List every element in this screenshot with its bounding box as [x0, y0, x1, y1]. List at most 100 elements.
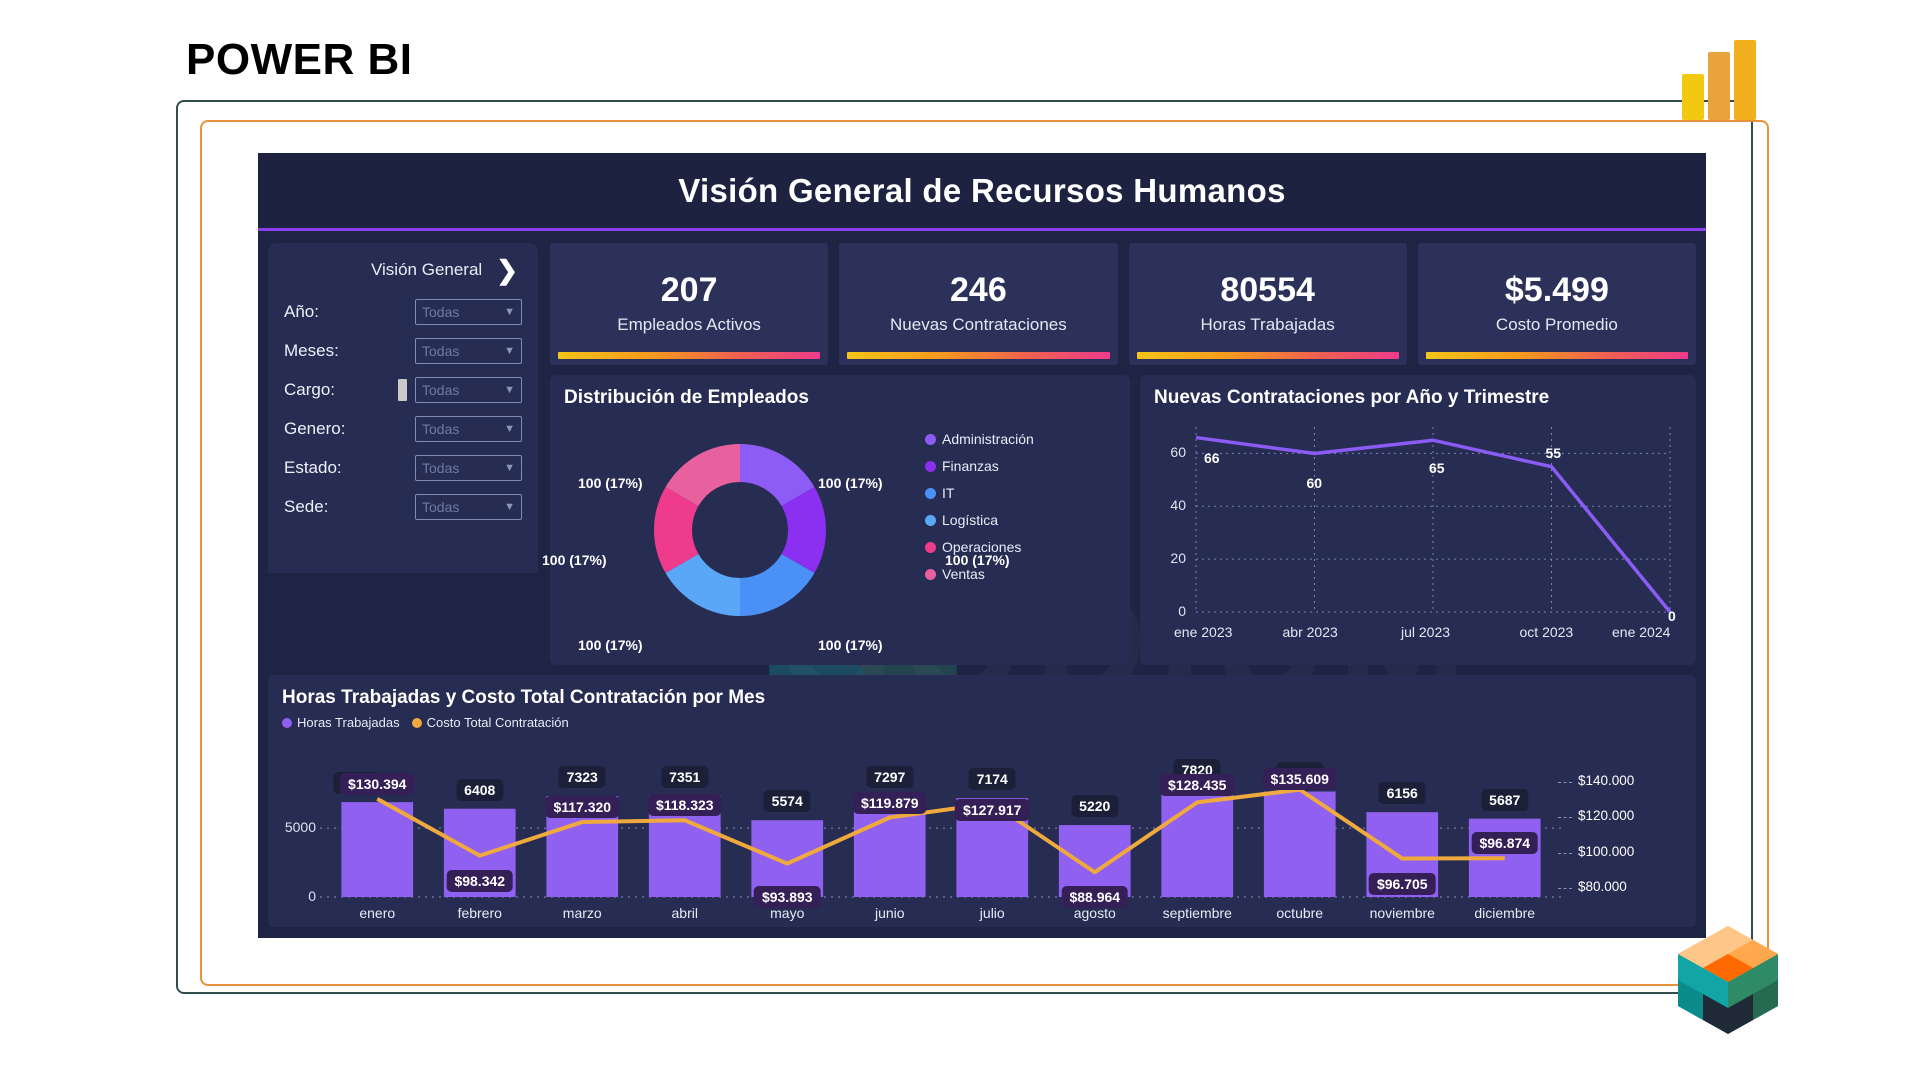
donut-legend-item[interactable]: Ventas [925, 566, 1034, 582]
donut-legend-label: Logística [942, 512, 999, 528]
combo-bar[interactable] [751, 820, 824, 897]
combo-cost-label: $119.879 [852, 791, 927, 814]
combo-bar[interactable] [341, 802, 414, 897]
donut-legend-item[interactable]: Administración [925, 431, 1034, 447]
legend-color-dot [925, 568, 936, 580]
kpi-card-nuevas-contrataciones[interactable]: 246 Nuevas Contrataciones [839, 243, 1118, 365]
donut-legend-item[interactable]: Logística [925, 512, 1034, 528]
donut-legend-item[interactable]: IT [925, 485, 1034, 501]
donut-slice[interactable] [654, 487, 699, 573]
donut-chart-title: Distribución de Empleados [564, 387, 809, 408]
donut-legend-item[interactable]: Operaciones [925, 539, 1034, 555]
combo-right-y-tick: $140.000 [1578, 772, 1635, 788]
kpi-accent-bar [1425, 352, 1688, 359]
decorative-frame-outer [176, 100, 1753, 994]
combo-cost-label: $96.874 [1471, 832, 1539, 855]
combo-x-tick: septiembre [1162, 905, 1232, 921]
legend-color-dot [925, 460, 936, 472]
filter-row-sede[interactable]: Sede: Todas ▼ [278, 494, 522, 520]
kpi-label: Empleados Activos [617, 315, 761, 335]
legend-color-dot [925, 514, 936, 526]
donut-chart[interactable] [620, 415, 860, 645]
combo-cost-label: $128.435 [1160, 774, 1235, 797]
filter-select-meses[interactable]: Todas ▼ [415, 338, 522, 364]
combo-chart-title: Horas Trabajadas y Costo Total Contratac… [282, 687, 766, 708]
line-y-tick: 20 [1170, 550, 1186, 567]
scrollbar-handle[interactable] [398, 379, 407, 401]
page-title: POWER BI [186, 35, 413, 84]
kpi-value: 80554 [1220, 270, 1315, 309]
filter-select-sede[interactable]: Todas ▼ [415, 494, 522, 520]
combo-bar-label: 7297 [866, 766, 914, 789]
donut-legend-label: Finanzas [942, 458, 999, 474]
decorative-frame-inner [200, 120, 1769, 986]
line-series[interactable] [1195, 435, 1672, 614]
donut-slice-label: 100 (17%) [818, 637, 883, 653]
combo-x-tick: marzo [562, 905, 602, 921]
filter-select-estado[interactable]: Todas ▼ [415, 455, 522, 481]
legend-label-costo: Costo Total Contratación [426, 715, 569, 730]
line-chart[interactable]: 0 20 40 60 ene 2023 abr 2023 jul 2023 oct 2023 e… [1154, 417, 1684, 652]
donut-legend-item[interactable]: Finanzas [925, 458, 1034, 474]
filter-row-meses[interactable]: Meses: Todas ▼ [278, 338, 522, 364]
combo-cost-label: $130.394 [340, 772, 415, 795]
kpi-label: Horas Trabajadas [1200, 315, 1335, 335]
chevron-down-icon: ▼ [504, 501, 515, 513]
combo-bar-label: 5220 [1071, 795, 1119, 818]
line-x-tick: ene 2024 [1612, 624, 1671, 640]
donut-slice[interactable] [740, 444, 815, 506]
donut-slice-label: 100 (17%) [945, 552, 1010, 568]
combo-bar[interactable] [1263, 791, 1336, 897]
donut-chart-panel: Distribución de Empleados 100 (17%) 100 (… [542, 375, 1130, 665]
kpi-card-costo-promedio[interactable]: $5.499 Costo Promedio [1417, 243, 1696, 365]
combo-x-tick: diciembre [1474, 905, 1536, 921]
donut-slice-label: 100 (17%) [542, 552, 607, 568]
combo-bar[interactable] [1161, 789, 1234, 897]
combo-bar-label: 7323 [558, 766, 606, 789]
line-chart-panel: Nuevas Contrataciones por Año y Trimestr… [1140, 375, 1696, 665]
chevron-right-icon[interactable]: ❯ [496, 255, 518, 285]
donut-slice-label: 100 (17%) [578, 637, 643, 653]
filter-value-ano: Todas [422, 304, 460, 320]
donut-slice[interactable] [665, 554, 740, 616]
combo-line-series[interactable] [376, 787, 1505, 875]
combo-x-tick: noviembre [1369, 905, 1435, 921]
combo-x-tick: agosto [1073, 905, 1116, 921]
line-chart-title: Nuevas Contrataciones por Año y Trimestr… [1154, 387, 1550, 408]
line-x-tick: ene 2023 [1174, 624, 1233, 640]
combo-left-y-tick: 0 [308, 888, 316, 904]
cube-logo-icon [1678, 926, 1778, 1034]
chevron-down-icon: ▼ [504, 462, 515, 474]
donut-slice[interactable] [665, 444, 740, 506]
filter-select-genero[interactable]: Todas ▼ [415, 416, 522, 442]
filter-value-genero: Todas [422, 421, 460, 437]
donut-legend-label: Ventas [942, 566, 985, 582]
legend-item-horas: Horas Trabajadas [282, 715, 400, 730]
kpi-card-horas-trabajadas[interactable]: 80554 Horas Trabajadas [1128, 243, 1407, 365]
filter-select-cargo[interactable]: Todas ▼ [415, 377, 522, 403]
donut-slice-label: 100 (17%) [578, 475, 643, 491]
combo-chart[interactable]: 0 5000 $80.000 $100.000 $120.000 $140.000 ener… [268, 731, 1696, 927]
combo-bar[interactable] [1058, 825, 1131, 897]
filter-row-estado[interactable]: Estado: Todas ▼ [278, 455, 522, 481]
kpi-value: 207 [660, 270, 718, 309]
donut-slice[interactable] [740, 554, 815, 616]
legend-color-dot [925, 541, 936, 553]
kpi-card-empleados-activos[interactable]: 207 Empleados Activos [550, 243, 829, 365]
filter-row-genero[interactable]: Genero: Todas ▼ [278, 416, 522, 442]
filter-row-cargo[interactable]: Cargo: Todas ▼ [278, 377, 522, 403]
combo-x-tick: julio [979, 905, 1005, 921]
donut-slice-label: 100 (17%) [818, 475, 883, 491]
donut-legend-label: Operaciones [942, 539, 1022, 555]
line-y-tick: 40 [1170, 497, 1186, 514]
donut-slice[interactable] [781, 487, 826, 573]
combo-right-tick-mark [1558, 852, 1572, 854]
dashboard-header: Visión General de Recursos Humanos [258, 153, 1706, 231]
chevron-down-icon: ▼ [504, 306, 515, 318]
combo-right-tick-mark [1558, 781, 1572, 783]
filter-row-ano[interactable]: Año: Todas ▼ [278, 299, 522, 325]
power-bi-logo-icon [1682, 40, 1764, 120]
line-x-tick: jul 2023 [1401, 624, 1451, 640]
filter-select-ano[interactable]: Todas ▼ [415, 299, 522, 325]
legend-color-dot [925, 487, 936, 499]
